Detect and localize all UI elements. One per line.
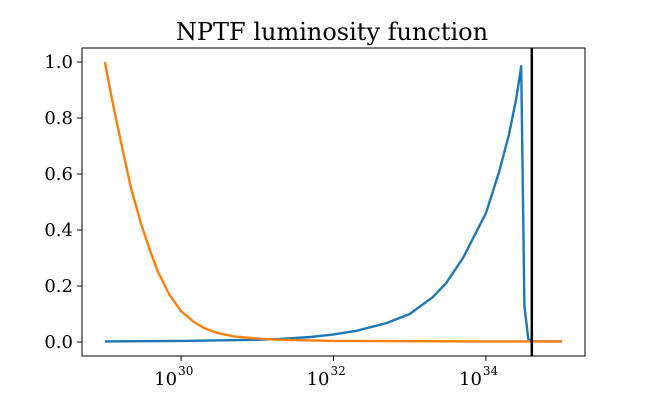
x-tick-exponent: 32 xyxy=(331,364,346,378)
y-tick-label: 0.4 xyxy=(44,220,73,241)
x-tick-base: 10 xyxy=(459,369,482,390)
x-tick-label: 10 30 xyxy=(154,364,193,390)
x-tick-exponent: 34 xyxy=(483,364,499,378)
y-tick-label: 1.0 xyxy=(44,52,73,73)
chart-title: NPTF luminosity function xyxy=(176,18,488,46)
y-tick-label: 0.8 xyxy=(44,108,73,129)
y-tick-label: 0.6 xyxy=(44,164,73,185)
series-line-0 xyxy=(104,64,563,343)
x-tick-label: 10 34 xyxy=(459,364,499,390)
x-tick-exponent: 30 xyxy=(178,364,193,378)
y-tick-label: 0.0 xyxy=(44,332,73,353)
x-tick-base: 10 xyxy=(307,369,330,390)
x-tick-label: 10 32 xyxy=(307,364,346,390)
series-line-1 xyxy=(103,61,563,343)
y-tick-label: 0.2 xyxy=(44,276,73,297)
plot-frame xyxy=(81,47,586,357)
x-tick-base: 10 xyxy=(154,369,177,390)
